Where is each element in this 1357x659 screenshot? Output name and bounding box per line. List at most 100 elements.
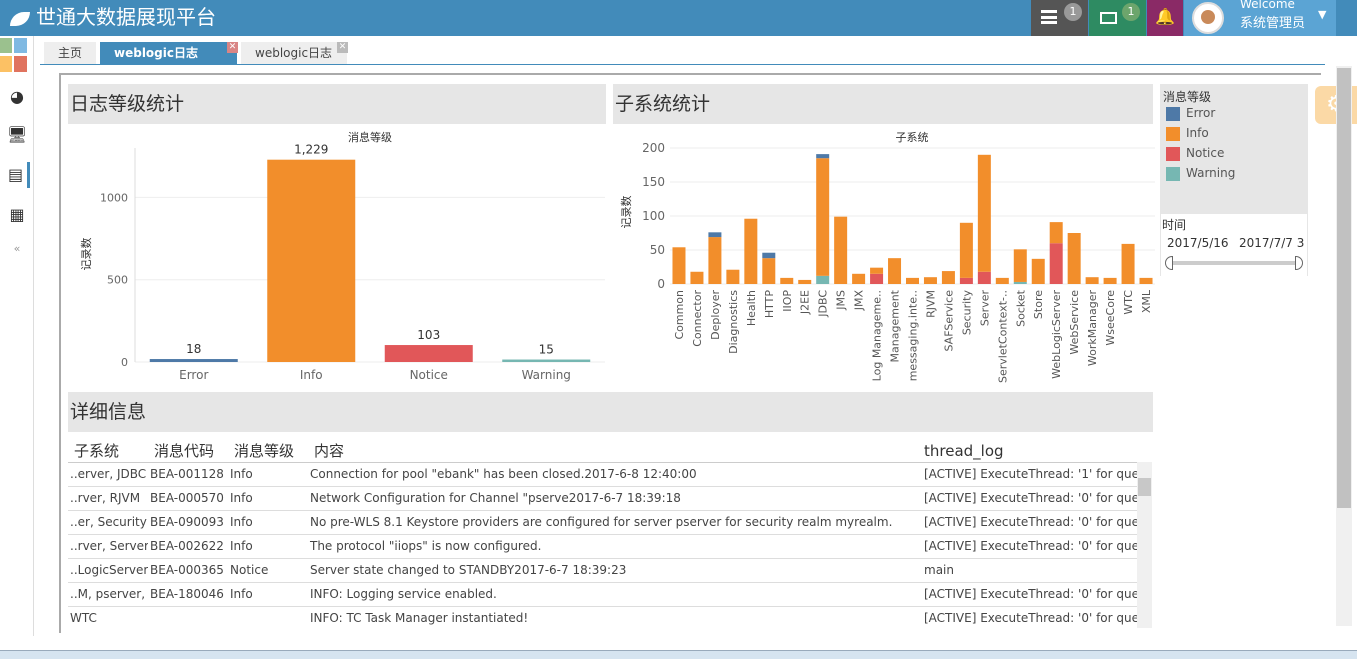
cell-level <box>228 606 308 628</box>
time-slider-end-handle[interactable] <box>1295 256 1303 270</box>
x-tick-label: JDBC <box>817 290 830 318</box>
cell-code: BEA-090093 <box>148 510 228 535</box>
table-row[interactable]: ..M, pserver, BEA-180046 Info INFO: Logging… <box>68 582 1138 607</box>
cell-level: Info <box>228 534 308 559</box>
table-scrollbar-thumb[interactable] <box>1138 478 1151 496</box>
bar-segment-info <box>798 279 812 284</box>
bar-warning <box>502 359 591 362</box>
tab-label: weblogic日志 <box>255 46 333 60</box>
tab-divider <box>40 64 1325 65</box>
close-icon[interactable]: ✕ <box>227 42 238 53</box>
x-tick-label: WebLogicServer <box>1050 290 1063 379</box>
x-tick-label: Management <box>889 289 902 362</box>
x-tick-label: IIOP <box>781 290 794 312</box>
mail-icon <box>1100 12 1117 24</box>
y-axis-label: 记录数 <box>80 238 93 271</box>
cell-content: Network Configuration for Channel "pserv… <box>308 486 924 511</box>
y-tick-label: 100 <box>642 209 665 223</box>
x-tick-label: Store <box>1032 290 1045 319</box>
x-tick-label: SAFService <box>942 290 955 352</box>
mail-button[interactable]: 1 <box>1089 0 1146 36</box>
time-from[interactable]: 2017/5/16 9 <box>1167 236 1233 250</box>
table-row[interactable]: ..LogicServer BEA-000365 Notice Server stat… <box>68 558 1138 583</box>
y-tick-label: 150 <box>642 175 665 189</box>
bar-segment-info <box>672 247 686 284</box>
x-tick-label: Info <box>300 368 323 382</box>
x-tick-label: JMX <box>853 290 866 312</box>
data-label: 18 <box>186 342 201 356</box>
tasks-badge: 1 <box>1064 3 1082 21</box>
bar-segment-info <box>744 218 758 284</box>
col-content[interactable]: 内容 <box>314 442 345 461</box>
notifications-button[interactable]: 🔔 <box>1147 0 1183 36</box>
dashboard-icon[interactable]: ◕ <box>10 87 24 106</box>
y-tick-label: 500 <box>107 274 128 287</box>
bar-segment-info <box>1067 233 1081 284</box>
leaf-icon <box>10 11 30 26</box>
level-section-title: 日志等级统计 <box>68 84 606 124</box>
table-row[interactable]: ..er, Security BEA-090093 Info No pre-WLS 8… <box>68 510 1138 535</box>
table-row[interactable]: WTC INFO: TC Task Manager instantiated! [A… <box>68 606 1138 628</box>
y-tick-label: 200 <box>642 141 665 155</box>
col-code[interactable]: 消息代码 <box>154 442 215 461</box>
cell-thread-log: [ACTIVE] ExecuteThread: '0' for queu <box>924 606 1138 628</box>
time-to[interactable]: 2017/7/7 3: <box>1239 236 1305 250</box>
y-axis-label: 记录数 <box>620 196 633 229</box>
bar-segment-error <box>816 154 830 159</box>
col-thread-log[interactable]: thread_log <box>924 441 1004 460</box>
legend-item-error[interactable]: Error <box>1166 106 1215 121</box>
data-label: 15 <box>539 343 554 357</box>
table-scrollbar[interactable] <box>1137 462 1152 628</box>
bar-segment-info <box>708 237 722 284</box>
detail-section-title: 详细信息 <box>68 392 1153 432</box>
detail-table-wrap: 子系统 消息代码 消息等级 内容 thread_log ..erver, JDB… <box>68 440 1153 628</box>
cell-code: BEA-002622 <box>148 534 228 559</box>
col-subsystem[interactable]: 子系统 <box>74 442 120 461</box>
x-tick-label: messaging.inte.. <box>907 290 920 381</box>
user-menu[interactable]: Welcome 系统管理员 ▼ <box>1184 0 1336 36</box>
close-icon[interactable]: ✕ <box>337 42 348 53</box>
monitor-icon[interactable]: 🖥 <box>6 125 28 144</box>
bar-segment-notice <box>977 271 991 284</box>
app-logo[interactable]: 世通大数据展现平台 <box>10 3 216 31</box>
bar-segment-notice <box>870 273 884 284</box>
bar-segment-info <box>959 222 973 278</box>
page-scrollbar-thumb[interactable] <box>1337 68 1351 508</box>
level-chart: 消息等级 记录数 0 500 1000 18 Error 1,229 Info 103 Noti… <box>80 130 605 382</box>
bar-segment-info <box>1103 277 1117 284</box>
cell-level: Notice <box>228 558 308 583</box>
grid-icon[interactable]: ▦ <box>9 205 25 224</box>
table-row[interactable]: ..rver, Server BEA-002622 Info The protocol… <box>68 534 1138 559</box>
bar-segment-info <box>1085 277 1099 284</box>
legend-item-info[interactable]: Info <box>1166 126 1209 141</box>
bar-segment-info <box>852 273 866 284</box>
legend-item-warning[interactable]: Warning <box>1166 166 1235 181</box>
chart-title: 子系统 <box>896 131 929 144</box>
cell-thread-log: [ACTIVE] ExecuteThread: '0' for queu <box>924 582 1138 607</box>
x-tick-label: WseeCore <box>1104 290 1117 346</box>
tab-home[interactable]: 主页 <box>44 42 96 64</box>
collapse-icon[interactable]: « <box>13 242 21 255</box>
x-tick-label: Health <box>745 290 758 326</box>
tab-weblogic[interactable]: weblogic日志 ✕ <box>241 42 348 64</box>
page-scrollbar[interactable] <box>1336 66 1352 626</box>
tab-weblogic-kafka[interactable]: weblogic日志kafka ✕ <box>100 42 238 82</box>
tasks-button[interactable]: 1 <box>1031 0 1088 36</box>
tiles-icon[interactable] <box>0 38 28 72</box>
cell-level: Info <box>228 510 308 535</box>
cell-level: Info <box>228 486 308 511</box>
cell-subsystem: ..rver, Server <box>68 534 148 559</box>
tab-label: weblogic日志kafka <box>114 46 198 82</box>
legend-item-notice[interactable]: Notice <box>1166 146 1224 161</box>
cell-content: The protocol "iiops" is now configured. <box>308 534 924 559</box>
app-title: 世通大数据展现平台 <box>36 5 216 29</box>
col-level[interactable]: 消息等级 <box>234 442 295 461</box>
table-row[interactable]: ..rver, RJVM BEA-000570 Info Network Config… <box>68 486 1138 511</box>
x-tick-label: J2EE <box>799 290 812 315</box>
y-tick-label: 0 <box>657 277 665 291</box>
table-row[interactable]: ..erver, JDBC BEA-001128 Info Connection fo… <box>68 462 1138 487</box>
time-slider-start-handle[interactable] <box>1165 256 1173 270</box>
list-icon[interactable]: ▤ <box>4 162 30 188</box>
tasks-icon <box>1041 10 1057 24</box>
time-slider-track[interactable] <box>1169 261 1299 265</box>
